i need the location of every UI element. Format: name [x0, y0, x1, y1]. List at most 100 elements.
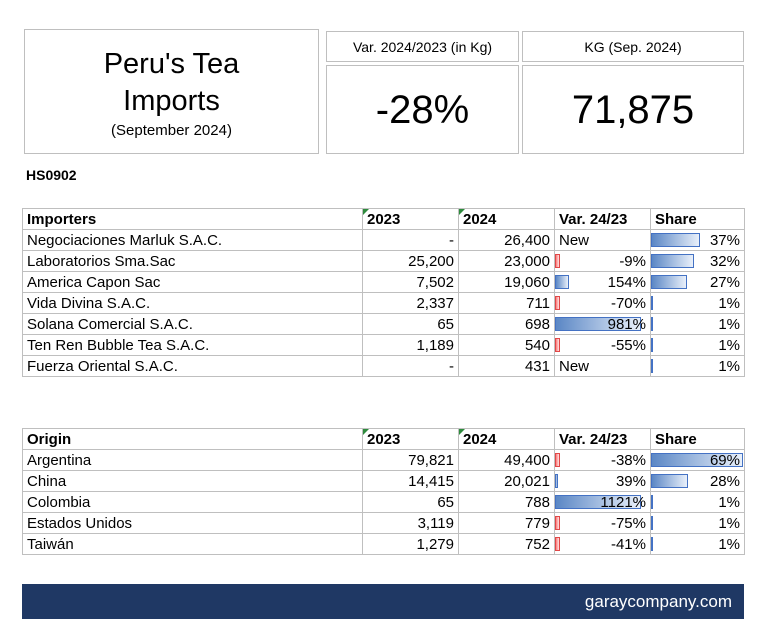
footer-website: garaycompany.com: [584, 592, 732, 611]
table-row: Vida Divina S.A.C. 2,337 711 -70% 1%: [22, 292, 745, 314]
row-2024: 698: [458, 313, 555, 335]
negative-variation-bar: [555, 516, 560, 530]
row-2024: 711: [458, 292, 555, 314]
share-bar: [651, 474, 689, 488]
share-value: 1%: [718, 315, 740, 333]
row-2023: 1,189: [362, 334, 459, 356]
row-variation: New: [554, 229, 651, 251]
title-card: Peru's Tea Imports (September 2024): [24, 29, 319, 154]
negative-variation-bar: [555, 453, 560, 467]
row-name: Solana Comercial S.A.C.: [22, 313, 363, 335]
variation-value: -9%: [619, 252, 646, 270]
share-bar: [651, 495, 653, 509]
row-variation: -75%: [554, 512, 651, 534]
title-line-2: Imports: [123, 85, 220, 117]
row-variation: 154%: [554, 271, 651, 293]
row-2024: 20,021: [458, 470, 555, 492]
row-variation: -70%: [554, 292, 651, 314]
variation-value: -70%: [610, 294, 646, 312]
row-2023: 7,502: [362, 271, 459, 293]
title-line-1: Peru's Tea: [103, 48, 240, 80]
negative-variation-bar: [555, 537, 560, 551]
header-variation: Var. 24/23: [554, 208, 651, 230]
row-share: 1%: [650, 292, 745, 314]
kpi-kg-value: 71,875: [522, 65, 744, 154]
row-name: Estados Unidos: [22, 512, 363, 534]
row-2023: 65: [362, 313, 459, 335]
table-row: Negociaciones Marluk S.A.C. -26,400 New 37%: [22, 229, 745, 251]
row-name: America Capon Sac: [22, 271, 363, 293]
row-share: 27%: [650, 271, 745, 293]
variation-value: -38%: [610, 451, 646, 469]
row-share: 32%: [650, 250, 745, 272]
row-variation: -38%: [554, 449, 651, 471]
row-name: Argentina: [22, 449, 363, 471]
row-share: 1%: [650, 334, 745, 356]
row-2024: 779: [458, 512, 555, 534]
header-origin: Origin: [22, 428, 363, 450]
share-value: 28%: [709, 472, 740, 490]
table-row: America Capon Sac 7,502 19,060 154% 27%: [22, 271, 745, 293]
row-variation: 39%: [554, 470, 651, 492]
header-variation: Var. 24/23: [554, 428, 651, 450]
row-share: 69%: [650, 449, 745, 471]
positive-variation-bar: [555, 495, 641, 509]
negative-variation-bar: [555, 254, 560, 268]
share-bar: [651, 254, 694, 268]
share-bar: [651, 359, 653, 373]
share-bar: [651, 296, 653, 310]
row-2024: 752: [458, 533, 555, 555]
variation-value: 981%: [607, 315, 646, 333]
table-row: Ten Ren Bubble Tea S.A.C. 1,189 540 -55% 1%: [22, 334, 745, 356]
row-share: 1%: [650, 533, 745, 555]
share-bar: [651, 516, 653, 530]
row-2024: 23,000: [458, 250, 555, 272]
row-2024: 26,400: [458, 229, 555, 251]
row-share: 1%: [650, 313, 745, 335]
row-share: 1%: [650, 512, 745, 534]
variation-value: New: [559, 231, 590, 249]
positive-variation-bar: [555, 474, 558, 488]
table-row: China 14,415 20,021 39% 28%: [22, 470, 745, 492]
row-variation: 981%: [554, 313, 651, 335]
share-bar: [651, 233, 701, 247]
table-header-row: Origin 2023 2024 Var. 24/23 Share: [22, 428, 745, 450]
row-2024: 19,060: [458, 271, 555, 293]
variation-value: New: [559, 357, 590, 375]
share-value: 1%: [718, 535, 740, 553]
row-2023: 79,821: [362, 449, 459, 471]
row-name: Colombia: [22, 491, 363, 513]
share-value: 32%: [709, 252, 740, 270]
negative-variation-bar: [555, 338, 560, 352]
table-row: Estados Unidos 3,119 779 -75% 1%: [22, 512, 745, 534]
row-name: Taiwán: [22, 533, 363, 555]
header-2023: 2023: [362, 428, 459, 450]
row-share: 1%: [650, 355, 745, 377]
report-period: (September 2024): [111, 122, 232, 139]
row-share: 28%: [650, 470, 745, 492]
hs-code: HS0902: [26, 167, 77, 183]
row-share: 1%: [650, 491, 745, 513]
positive-variation-bar: [555, 275, 569, 289]
kpi-variation-value: -28%: [326, 65, 519, 154]
variation-value: -41%: [610, 535, 646, 553]
row-2023: 14,415: [362, 470, 459, 492]
row-2023: 25,200: [362, 250, 459, 272]
kpi-kg-label: KG (Sep. 2024): [522, 31, 744, 62]
kpi-variation-label: Var. 2024/2023 (in Kg): [326, 31, 519, 62]
row-2023: -: [362, 355, 459, 377]
variation-value: 1121%: [600, 493, 646, 511]
variation-value: -55%: [610, 336, 646, 354]
origins-table: Origin 2023 2024 Var. 24/23 Share Argent…: [22, 428, 745, 555]
report-title: Peru's Tea Imports: [25, 46, 318, 120]
row-2024: 540: [458, 334, 555, 356]
header-share: Share: [650, 208, 745, 230]
row-variation: -55%: [554, 334, 651, 356]
table-row: Solana Comercial S.A.C. 65 698 981% 1%: [22, 313, 745, 335]
row-2023: 65: [362, 491, 459, 513]
table-row: Fuerza Oriental S.A.C. -431 New 1%: [22, 355, 745, 377]
row-2023: 1,279: [362, 533, 459, 555]
share-value: 27%: [709, 273, 740, 291]
header-2023: 2023: [362, 208, 459, 230]
positive-variation-bar: [555, 317, 641, 331]
